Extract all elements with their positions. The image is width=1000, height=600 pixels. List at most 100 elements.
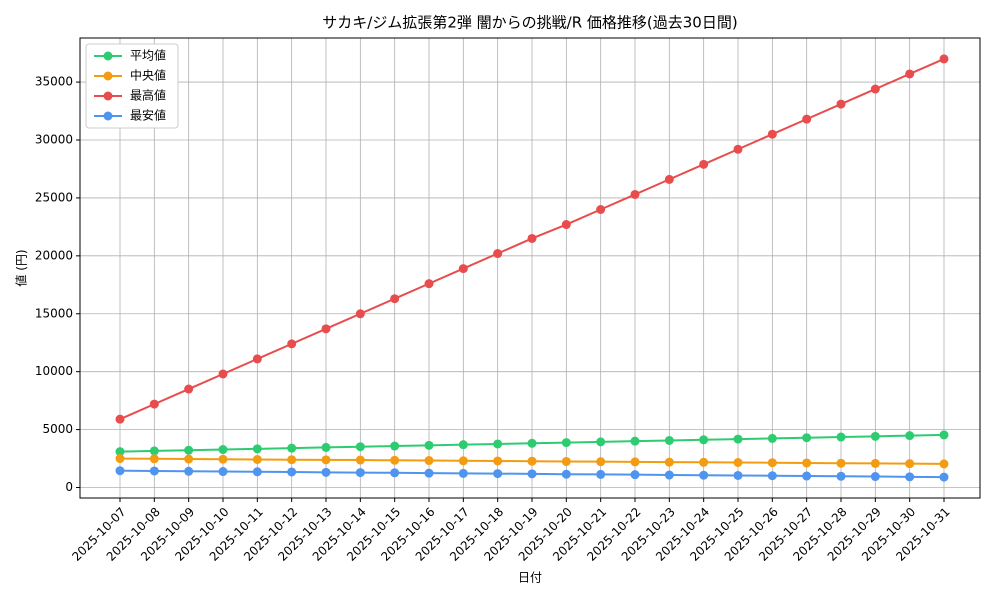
data-point <box>458 440 468 450</box>
data-point <box>424 440 434 450</box>
data-point <box>870 458 880 468</box>
legend-marker <box>103 111 113 121</box>
data-point <box>939 430 949 440</box>
y-tick-label: 20000 <box>35 248 73 262</box>
data-point <box>424 468 434 478</box>
chart-title: サカキ/ジム拡張第2弾 闇からの挑戦/R 価格推移(過去30日間) <box>322 14 737 32</box>
data-point <box>424 456 434 466</box>
data-point <box>802 458 812 468</box>
data-point <box>252 444 262 454</box>
legend-label: 中央値 <box>130 68 166 83</box>
legend-label: 平均値 <box>130 48 166 63</box>
data-point <box>355 455 365 465</box>
data-point <box>321 467 331 477</box>
data-point <box>905 431 915 441</box>
data-point <box>149 446 159 456</box>
legend-marker <box>103 51 113 61</box>
data-point <box>355 309 365 319</box>
data-point <box>802 114 812 124</box>
data-point <box>836 471 846 481</box>
data-point <box>390 441 400 451</box>
y-tick-label: 35000 <box>35 75 73 89</box>
data-point <box>149 399 159 409</box>
data-point <box>836 432 846 442</box>
data-point <box>630 457 640 467</box>
data-point <box>630 470 640 480</box>
data-point <box>699 435 709 445</box>
data-point <box>870 472 880 482</box>
y-tick-label: 5000 <box>42 422 73 436</box>
data-point <box>596 205 606 215</box>
data-point <box>527 233 537 243</box>
data-point <box>699 470 709 480</box>
y-tick-label: 25000 <box>35 190 73 204</box>
data-point <box>905 472 915 482</box>
data-point <box>630 436 640 446</box>
data-point <box>149 454 159 464</box>
data-point <box>596 437 606 447</box>
data-point <box>493 469 503 479</box>
data-point <box>699 159 709 169</box>
data-point <box>355 468 365 478</box>
data-point <box>939 472 949 482</box>
data-point <box>252 467 262 477</box>
data-point <box>733 457 743 467</box>
data-point <box>149 466 159 476</box>
data-point <box>905 459 915 469</box>
data-point <box>287 467 297 477</box>
data-point <box>527 438 537 448</box>
legend-label: 最安値 <box>130 108 166 123</box>
data-point <box>561 438 571 448</box>
data-point <box>870 431 880 441</box>
data-point <box>218 445 228 455</box>
data-point <box>561 220 571 230</box>
data-point <box>115 466 125 476</box>
x-axis-label: 日付 <box>518 571 542 585</box>
data-point <box>733 144 743 154</box>
data-point <box>767 129 777 139</box>
data-point <box>802 433 812 443</box>
data-point <box>390 455 400 465</box>
data-point <box>939 54 949 64</box>
data-point <box>802 471 812 481</box>
legend-marker <box>103 71 113 81</box>
data-point <box>115 414 125 424</box>
y-tick-label: 30000 <box>35 132 73 146</box>
data-point <box>390 468 400 478</box>
data-point <box>184 466 194 476</box>
data-point <box>664 470 674 480</box>
data-point <box>664 435 674 445</box>
data-point <box>458 456 468 466</box>
data-point <box>699 457 709 467</box>
data-point <box>493 249 503 259</box>
data-point <box>287 455 297 465</box>
plot-frame <box>79 37 981 499</box>
data-point <box>287 339 297 349</box>
data-point <box>252 454 262 464</box>
data-point <box>733 434 743 444</box>
legend-label: 最高値 <box>130 88 166 103</box>
data-point <box>321 455 331 465</box>
data-point <box>115 447 125 457</box>
y-axis-label: 値 (円) <box>14 249 29 286</box>
data-point <box>596 457 606 467</box>
y-tick-label: 10000 <box>35 364 73 378</box>
data-point <box>321 324 331 334</box>
data-point <box>493 456 503 466</box>
data-point <box>390 294 400 304</box>
data-point <box>184 384 194 394</box>
data-point <box>561 469 571 479</box>
data-point <box>870 84 880 94</box>
data-point <box>287 443 297 453</box>
data-point <box>115 454 125 464</box>
data-point <box>321 442 331 452</box>
data-point <box>596 469 606 479</box>
data-point <box>184 454 194 464</box>
legend-marker <box>103 91 113 101</box>
data-point <box>664 174 674 184</box>
data-point <box>458 468 468 478</box>
data-point <box>664 457 674 467</box>
data-point <box>836 458 846 468</box>
data-point <box>630 189 640 199</box>
